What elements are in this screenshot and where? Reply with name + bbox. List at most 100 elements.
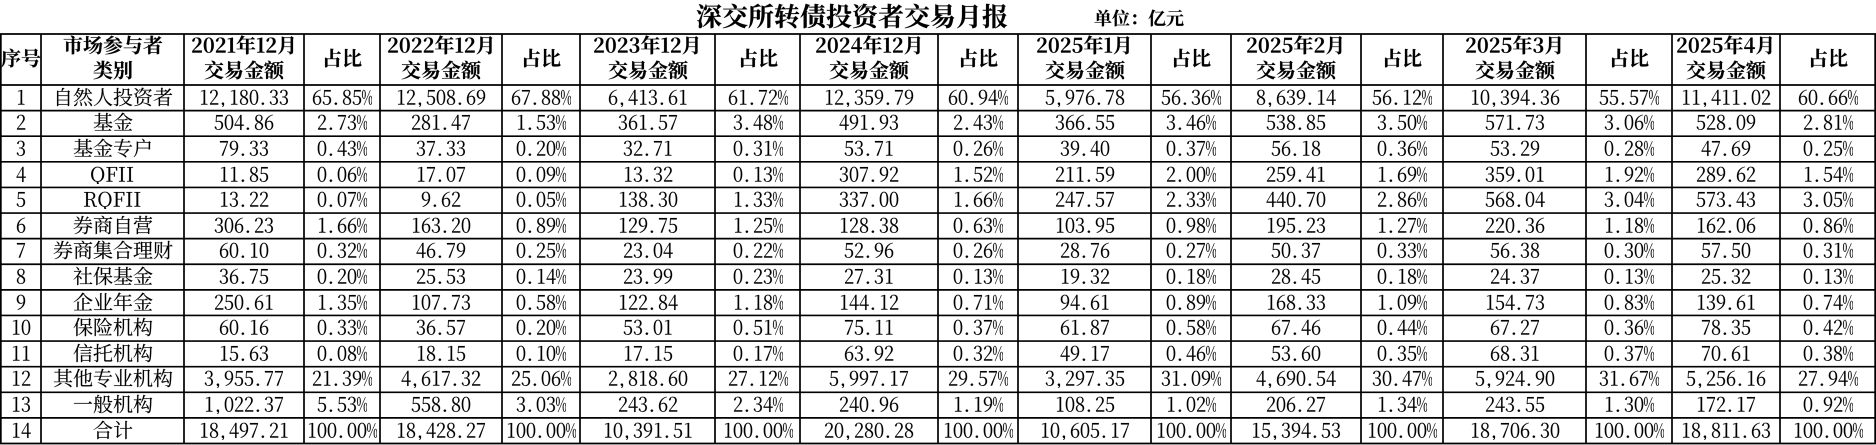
cell-ratio: 3.05% [1780,187,1876,213]
cell-content: 1.52% [938,164,1018,184]
text-glyph-svg [416,140,466,156]
cell-content: 60.10 [184,240,304,260]
cell-amount: 361.57 [580,111,715,137]
table-header: 序号市场参与者类别2021年12月交易金额占比2022年12月交易金额占比202… [0,34,1876,85]
cell-amount: 103.95 [1018,213,1151,239]
text-glyph-svg [219,319,269,336]
text-glyph-svg [1604,191,1654,208]
cell-content: 10,394.36 [1443,87,1586,107]
text-glyph-svg [1271,345,1321,361]
cell-content: 25.53 [380,266,502,286]
cell-content: 1.25% [715,215,800,235]
table-row: 4QFII11.850.06%17.070.09%13.320.13%307.9… [0,162,1876,188]
cell-content: 0.37% [1586,343,1672,363]
cell-content: 0.05% [502,189,580,209]
cell-ratio: 0.05% [502,187,580,213]
text-glyph-svg [839,191,899,208]
cell-content: 100.00% [304,420,380,440]
text-glyph-svg [516,140,566,157]
text-glyph-svg [815,34,921,55]
cell-ratio: 56.12% [1361,85,1443,111]
cell-seq: 13 [0,392,41,418]
cell-ratio: 0.08% [304,341,380,367]
text-glyph-svg [733,140,783,157]
cell-content: 18,706.30 [1443,420,1586,440]
text-glyph-svg [56,87,172,107]
text-glyph-svg [734,191,783,208]
cell-amount: 46.79 [380,239,502,265]
cell-amount: 15,394.53 [1231,418,1361,444]
text-glyph-svg [73,343,152,363]
cell-amount: 13.22 [184,187,304,213]
text-glyph-svg [16,243,25,259]
text-glyph-svg [214,294,273,310]
cell-ratio: 67.88% [502,85,580,111]
cell-content: 4,617.32 [380,368,502,389]
text-glyph-svg [1605,396,1654,413]
cell-category: 保险机构 [41,315,184,341]
cell-category: 自然人投资者 [41,85,184,111]
cell-ratio: 0.92% [1780,392,1876,418]
cell-amount: 12,180.33 [184,85,304,111]
header-seq: 序号 [0,34,41,85]
cell-content: 13.22 [184,189,304,209]
text-glyph-svg [1677,34,1773,55]
cell-ratio: 1.30% [1586,392,1672,418]
cell-ratio: 0.22% [715,239,800,265]
text-glyph-svg [16,294,25,310]
text-glyph-svg [1166,345,1216,362]
cell-seq: 2 [0,111,41,137]
cell-amount: 27.31 [800,264,938,290]
text-glyph-svg [516,294,566,310]
cell-content: 3.03% [502,394,580,414]
text-glyph-svg [1266,115,1326,131]
cell-ratio: 0.20% [502,315,580,341]
table-row: 7券商集合理财60.100.32%46.790.25%23.040.22%52.… [0,239,1876,265]
text-glyph-svg [324,48,362,67]
cell-seq: 12 [0,367,41,393]
text-glyph-svg [91,166,134,184]
text-glyph-svg [1696,166,1756,182]
cell-amount: 220.36 [1443,213,1586,239]
cell-amount: 68.31 [1443,341,1586,367]
cell-content: 3.06% [1586,112,1672,132]
text-glyph-svg [1041,422,1129,440]
text-glyph-svg [1247,34,1343,55]
header-cell-content: 2025年1月交易金额 [1018,32,1151,83]
text-glyph-svg [953,243,1003,259]
header-amount-2025-03: 2025年3月交易金额 [1443,34,1586,85]
table-body: 1自然人投资者12,180.3365.85%12,508.6967.88%6,4… [0,85,1876,444]
text-glyph-svg [1166,166,1216,182]
cell-content: 24.37 [1443,266,1586,286]
text-glyph-svg [1490,140,1539,157]
cell-content: 2,818.60 [580,368,715,389]
text-glyph-svg [411,115,470,131]
report-table: 序号市场参与者类别2021年12月交易金额占比2022年12月交易金额占比202… [0,34,1876,444]
cell-content: 2.33% [1151,189,1231,209]
cell-content: 0.98% [1151,215,1231,235]
text-glyph-svg [17,89,25,105]
text-glyph-svg [1094,9,1184,27]
cell-content: 0.71% [938,292,1018,312]
cell-content: 券商集合理财 [41,240,184,260]
header-cell-content: 市场参与者类别 [41,32,184,83]
cell-amount: 56.18 [1231,136,1361,162]
cell-ratio: 60.94% [938,85,1018,111]
cell-content: 0.10% [502,343,580,363]
text-glyph-svg [308,422,377,438]
header-cell-content: 2025年2月交易金额 [1231,32,1361,83]
cell-ratio: 0.37% [1151,136,1231,162]
cell-content: 5,256.16 [1672,368,1780,389]
cell-content: 3.04% [1586,189,1672,209]
text-glyph-svg [1166,115,1216,131]
cell-amount: 47.69 [1672,136,1780,162]
text-glyph-svg [1803,115,1853,131]
cell-content: 0.42% [1780,317,1876,337]
text-glyph-svg [728,89,788,106]
table-row: 10保险机构60.160.33%36.570.20%53.010.51%75.1… [0,315,1876,341]
cell-amount: 12,508.69 [380,85,502,111]
cell-content: 0.32% [938,343,1018,363]
cell-ratio: 0.17% [715,341,800,367]
cell-content: 30.47% [1361,368,1443,388]
